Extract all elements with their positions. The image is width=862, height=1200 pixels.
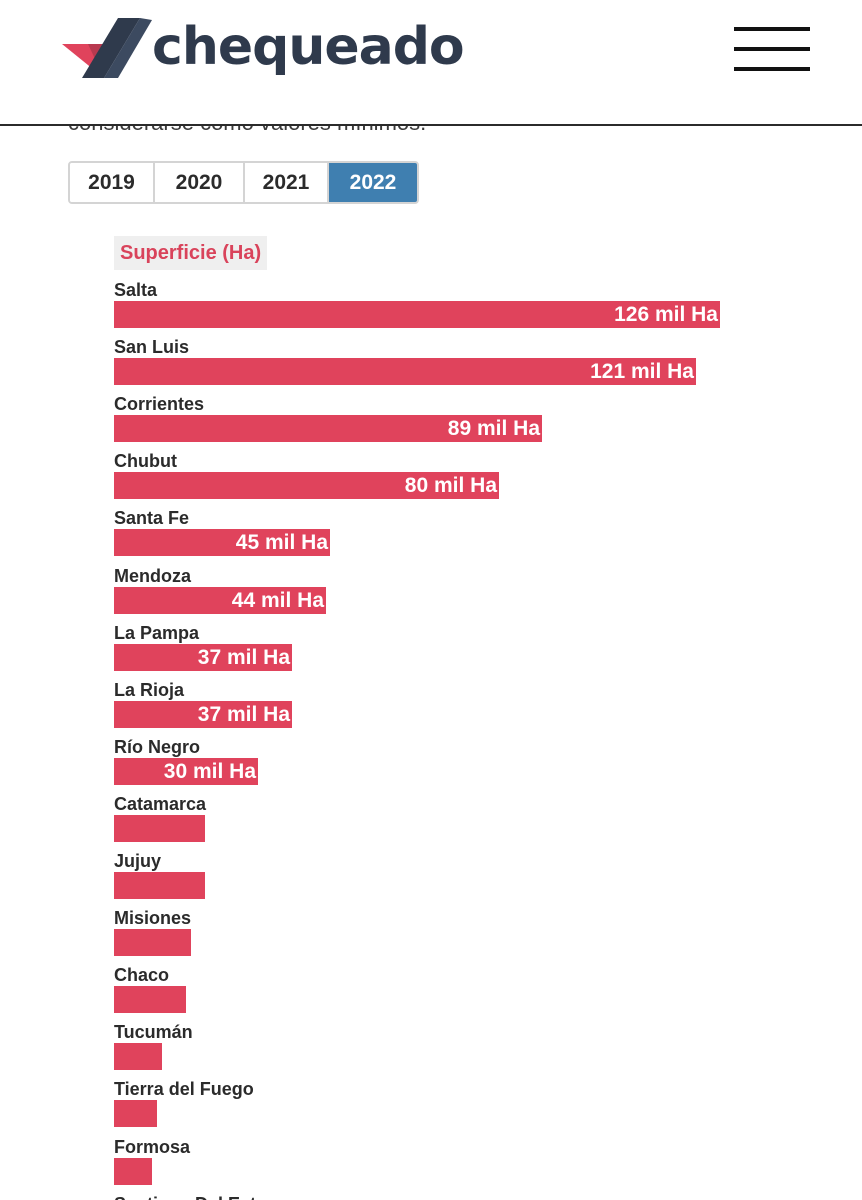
bar-category-label: La Pampa: [114, 622, 200, 643]
bar-value-label: 126 mil Ha: [614, 303, 718, 326]
bar-category-label: Formosa: [114, 1136, 191, 1157]
year-tabs: 2019 2020 2021 2022: [68, 161, 419, 204]
bar-value-label: 80 mil Ha: [404, 474, 497, 498]
bar-value-label: 121 mil Ha: [590, 360, 694, 384]
logo-wordmark: chequeado: [152, 17, 465, 77]
bar-value-label: 37 mil Ha: [197, 702, 290, 726]
bar[interactable]: [114, 700, 292, 728]
checkmark-logo-icon: [62, 18, 152, 78]
bar-category-label: Jujuy: [114, 851, 162, 871]
bar-value-label: 44 mil Ha: [231, 588, 324, 612]
hamburger-menu-icon[interactable]: [734, 27, 810, 73]
bar[interactable]: [114, 1100, 157, 1128]
bar-category-label: Salta: [114, 280, 158, 300]
bar[interactable]: [114, 1157, 152, 1185]
bar-category-label: Catamarca: [114, 793, 207, 814]
bar[interactable]: [114, 757, 258, 785]
bar-category-label: Tucumán: [114, 1022, 193, 1043]
bar-value-label: 89 mil Ha: [447, 417, 540, 441]
bar[interactable]: [114, 472, 499, 500]
bar-category-label: Misiones: [114, 908, 192, 929]
bar[interactable]: [114, 301, 720, 328]
bar[interactable]: [114, 872, 205, 899]
tab-2021[interactable]: 2021: [245, 163, 329, 202]
bar-category-label: Chubut: [114, 451, 177, 472]
bar[interactable]: [114, 358, 696, 386]
site-header: chequeado: [0, 0, 862, 126]
bar[interactable]: [114, 643, 292, 671]
bar[interactable]: [114, 529, 330, 557]
site-logo-link[interactable]: chequeado: [60, 12, 465, 88]
bar[interactable]: [114, 814, 205, 842]
bar-value-label: 30 mil Ha: [163, 759, 256, 783]
chart-series-label: Superficie (Ha): [114, 236, 268, 270]
bar-category-label: Corrientes: [114, 394, 205, 415]
bar-category-label: San Luis: [114, 337, 190, 358]
bar-category-label: Mendoza: [114, 565, 192, 586]
bar-category-label: La Rioja: [114, 679, 185, 700]
bar[interactable]: [114, 929, 191, 957]
bar[interactable]: [114, 586, 326, 614]
bar-value-label: 37 mil Ha: [197, 645, 290, 669]
tab-2022[interactable]: 2022: [329, 163, 417, 202]
tab-2020[interactable]: 2020: [155, 163, 245, 202]
tab-2019[interactable]: 2019: [70, 163, 155, 202]
bar[interactable]: [114, 986, 186, 1014]
bar-category-label: Río Negro: [114, 736, 201, 757]
bar-category-label: Santa Fe: [114, 508, 190, 529]
bar-category-label: Chaco: [114, 965, 170, 986]
bar-value-label: 45 mil Ha: [235, 531, 328, 555]
bar[interactable]: [114, 1043, 162, 1071]
bar[interactable]: [114, 415, 542, 443]
bar-category-label: Tierra del Fuego: [114, 1079, 254, 1100]
bar-category-label: Santiago Del Estero: [114, 1194, 284, 1200]
